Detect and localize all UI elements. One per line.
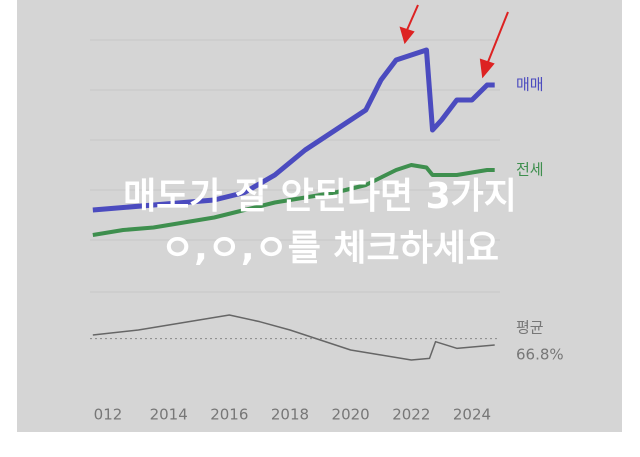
x-tick-label: 2014 <box>150 406 188 424</box>
legend-label: 평균 <box>516 319 544 337</box>
grid <box>90 39 500 293</box>
average-label: 66.8% <box>516 346 564 364</box>
x-tick-label: 2016 <box>210 406 248 424</box>
overlay-line: ㅇ,ㅇ,ㅇ를 체크하세요 <box>161 228 499 269</box>
panel <box>17 0 622 432</box>
legend-label: 전세 <box>516 161 544 179</box>
x-tick-label: 2020 <box>332 406 370 424</box>
x-tick-label: 2022 <box>392 406 430 424</box>
series-line <box>92 163 495 237</box>
x-tick-label: 2024 <box>453 406 491 424</box>
arrows <box>399 4 509 79</box>
overlay-line: 매도가 잘 안된다면 3가지 <box>123 176 517 217</box>
x-tick-label: 2018 <box>271 406 309 424</box>
x-tick-label: 012 <box>94 406 123 424</box>
legend-label: 매매 <box>516 76 544 94</box>
series-line <box>92 314 495 361</box>
series-line <box>92 47 495 213</box>
